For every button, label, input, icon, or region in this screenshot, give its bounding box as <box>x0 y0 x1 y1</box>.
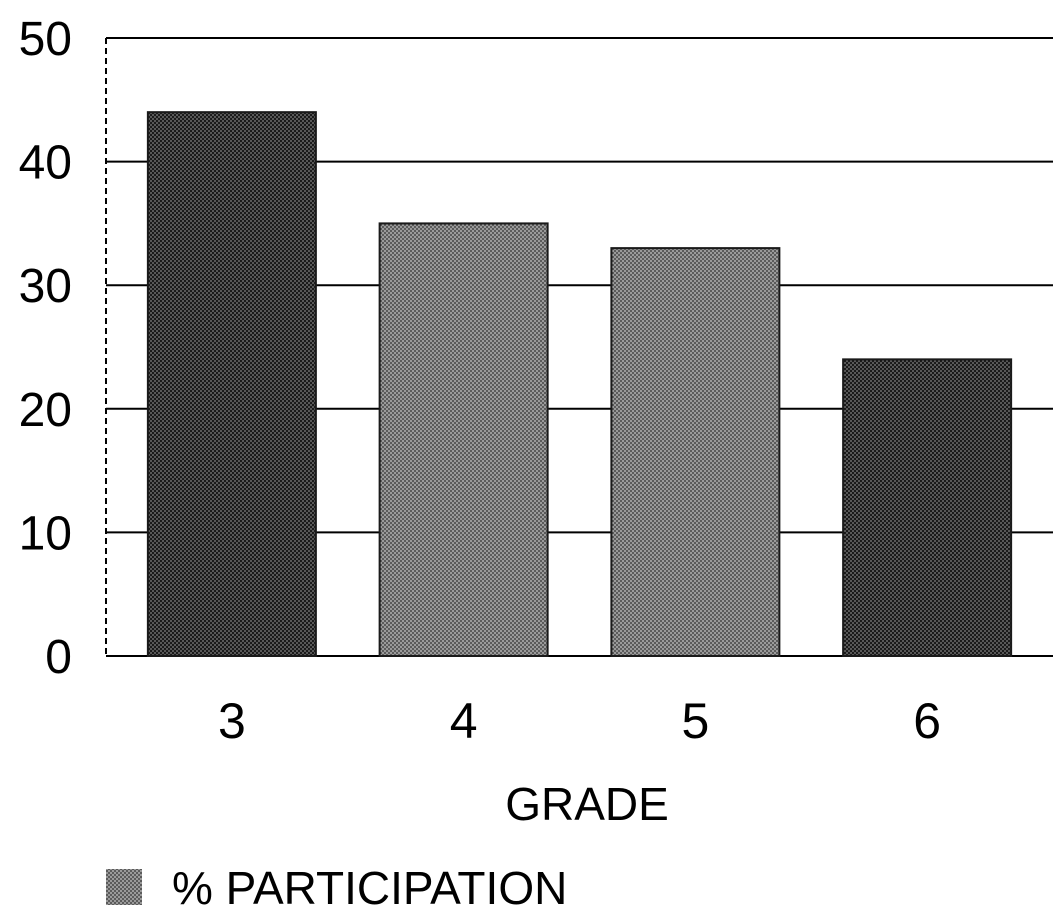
y-tick-label: 40 <box>19 137 72 190</box>
x-tick-labels: 3 4 5 6 <box>218 693 941 749</box>
x-tick-label: 6 <box>913 693 941 749</box>
legend: % PARTICIPATION <box>106 862 567 914</box>
y-tick-label: 30 <box>19 260 72 313</box>
bar-grade-6 <box>842 358 1013 657</box>
legend-swatch <box>106 869 142 905</box>
x-axis-label: GRADE <box>505 778 669 830</box>
bar-grade-4 <box>378 222 549 657</box>
bar-grade-3 <box>146 111 317 658</box>
y-tick-label: 0 <box>45 631 72 684</box>
legend-label: % PARTICIPATION <box>172 862 567 914</box>
y-tick-labels: 0 10 20 30 40 50 <box>19 13 72 684</box>
x-tick-label: 3 <box>218 693 246 749</box>
x-tick-label: 5 <box>681 693 709 749</box>
y-tick-label: 20 <box>19 384 72 437</box>
bars <box>146 111 1013 658</box>
y-tick-label: 50 <box>19 13 72 66</box>
y-tick-label: 10 <box>19 507 72 560</box>
x-tick-label: 4 <box>450 693 478 749</box>
bar-grade-5 <box>610 247 781 657</box>
